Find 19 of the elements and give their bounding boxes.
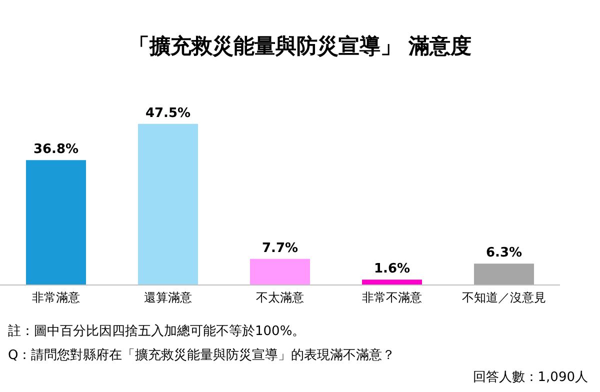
data-label: 6.3% [486,246,522,261]
data-label: 47.5% [145,106,191,121]
text: Q：請問您對縣府在「擴充救災能量與防災宣導」的表現滿不滿意？ [8,347,396,364]
bar [362,280,422,285]
x-tick-label: 不太滿意 [256,290,304,305]
bar [474,264,534,285]
x-tick-label: 非常不滿意 [362,290,422,305]
data-label: 7.7% [262,240,298,256]
data-label: 1.6% [374,262,410,277]
text: 註：圖中百分比因四捨五入加總可能不等於100%。 [8,323,306,340]
bar [26,160,86,285]
bar [138,124,198,285]
x-tick-label: 不知道／沒意見 [462,290,546,305]
x-tick-label: 還算滿意 [144,290,192,305]
x-tick-label: 非常滿意 [32,290,80,305]
bar [250,258,310,285]
chart-title: 「擴充救災能量與防災宣導」 滿意度 [127,33,473,60]
text: 回答人數：1,090人 [472,369,588,386]
data-label: 36.8% [33,142,79,158]
